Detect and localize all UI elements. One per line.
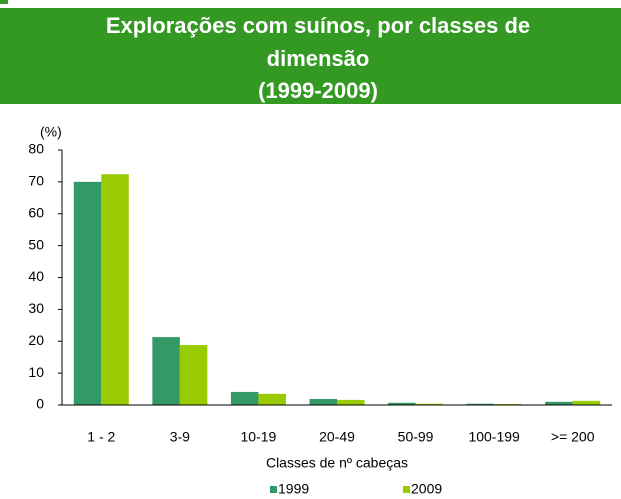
bar bbox=[466, 403, 495, 405]
x-tick-label: 3-9 bbox=[170, 429, 190, 445]
y-tick-label: 60 bbox=[28, 204, 44, 220]
chart-title: (1999-2009) bbox=[258, 78, 378, 103]
x-axis-label: Classes de nº cabeças bbox=[266, 455, 408, 471]
bar bbox=[388, 402, 416, 405]
y-tick-label: 30 bbox=[28, 300, 44, 316]
legend-label: 1999 bbox=[278, 481, 309, 497]
x-tick-label: >= 200 bbox=[551, 429, 595, 445]
bar bbox=[309, 398, 337, 405]
bar bbox=[258, 393, 286, 405]
y-tick-label: 70 bbox=[28, 173, 44, 189]
bar bbox=[572, 400, 601, 405]
bar bbox=[101, 174, 129, 405]
x-tick-label: 100-199 bbox=[468, 429, 520, 445]
x-tick-label: 50-99 bbox=[398, 429, 434, 445]
x-tick-label: 10-19 bbox=[241, 429, 277, 445]
x-tick-label: 20-49 bbox=[319, 429, 355, 445]
bar bbox=[415, 403, 444, 405]
bar bbox=[230, 391, 259, 405]
y-tick-label: 0 bbox=[36, 396, 44, 412]
chart-title: dimensão bbox=[267, 46, 370, 71]
y-tick-label: 80 bbox=[28, 141, 44, 157]
x-tick-label: 1 - 2 bbox=[87, 429, 115, 445]
legend-swatch bbox=[403, 486, 410, 493]
bar bbox=[545, 401, 573, 405]
bar bbox=[152, 337, 180, 405]
title-banner bbox=[0, 8, 621, 104]
bar bbox=[337, 399, 365, 405]
y-tick-label: 50 bbox=[28, 236, 44, 252]
bar bbox=[179, 345, 208, 405]
corner-marker bbox=[0, 0, 8, 4]
chart-title: Explorações com suínos, por classes de bbox=[106, 13, 530, 38]
y-tick-label: 20 bbox=[28, 332, 44, 348]
bar bbox=[73, 181, 102, 405]
legend-label: 2009 bbox=[411, 481, 442, 497]
y-tick-label: 10 bbox=[28, 364, 44, 380]
y-tick-label: 40 bbox=[28, 268, 44, 284]
y-axis-label: (%) bbox=[40, 124, 62, 140]
legend-swatch bbox=[270, 486, 277, 493]
